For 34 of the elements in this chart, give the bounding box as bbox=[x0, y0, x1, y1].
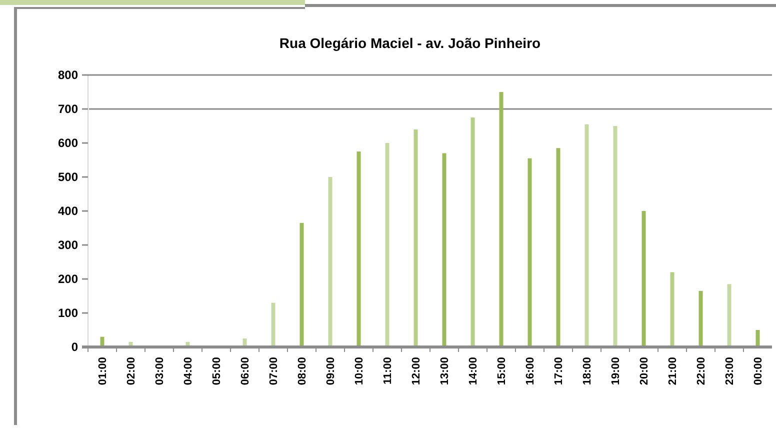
x-tick-label: 14:00 bbox=[468, 357, 480, 386]
y-tick-label: 800 bbox=[58, 68, 78, 82]
x-tick-label: 01:00 bbox=[97, 357, 110, 386]
x-tick-label: 19:00 bbox=[610, 357, 622, 386]
x-tick-label: 20:00 bbox=[638, 357, 651, 386]
x-tick-label: 10:00 bbox=[354, 357, 366, 386]
x-tick-label: 02:00 bbox=[126, 357, 138, 386]
x-tick-label: 06:00 bbox=[240, 357, 252, 386]
x-tick-label: 22:00 bbox=[696, 357, 708, 386]
x-tick-label: 07:00 bbox=[268, 357, 280, 386]
x-tick-label: 17:00 bbox=[553, 357, 566, 386]
x-tick-label: 04:00 bbox=[182, 357, 195, 386]
y-tick-label: 300 bbox=[58, 238, 78, 252]
y-tick-label: 600 bbox=[58, 136, 78, 150]
x-tick-label: 18:00 bbox=[582, 357, 594, 386]
x-tick-label: 23:00 bbox=[724, 357, 736, 386]
y-tick-label: 100 bbox=[58, 306, 78, 320]
x-tick-label: 09:00 bbox=[325, 357, 338, 386]
y-tick-label: 200 bbox=[58, 272, 78, 286]
x-tick-label: 11:00 bbox=[382, 357, 394, 385]
y-tick-label: 500 bbox=[58, 170, 78, 184]
x-tick-label: 03:00 bbox=[154, 357, 166, 386]
y-tick-label: 400 bbox=[58, 204, 78, 218]
y-tick-label: 0 bbox=[71, 340, 78, 354]
x-tick-label: 08:00 bbox=[296, 357, 309, 386]
x-tick-label: 13:00 bbox=[439, 357, 452, 386]
chart-title: Rua Olegário Maciel - av. João Pinheiro bbox=[279, 35, 541, 51]
x-tick-label: 05:00 bbox=[211, 357, 224, 386]
x-tick-label: 12:00 bbox=[410, 357, 423, 386]
x-tick-label: 16:00 bbox=[524, 357, 537, 386]
x-tick-label: 00:00 bbox=[752, 357, 765, 386]
x-tick-label: 15:00 bbox=[496, 357, 508, 386]
y-tick-label: 700 bbox=[58, 102, 78, 116]
x-tick-label: 21:00 bbox=[667, 357, 680, 386]
